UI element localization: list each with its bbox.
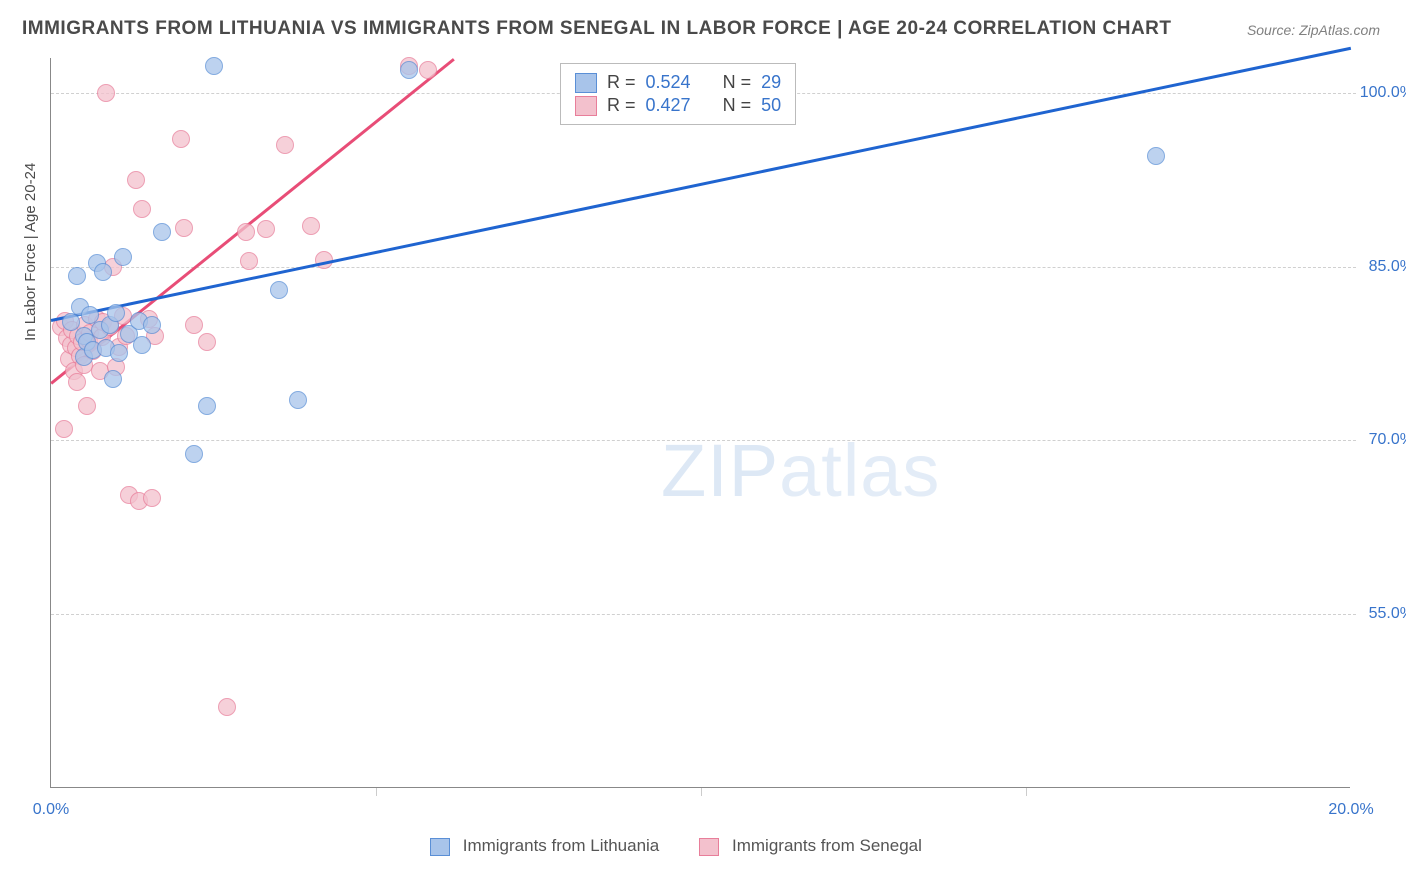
x-tick: [701, 788, 702, 796]
gridline-horizontal: [51, 440, 1356, 441]
scatter-point: [143, 316, 161, 334]
scatter-point: [400, 61, 418, 79]
scatter-point: [198, 397, 216, 415]
legend-row-lithuania: R = 0.524 N = 29: [575, 72, 781, 93]
legend-label: Immigrants from Senegal: [732, 836, 922, 855]
scatter-point: [270, 281, 288, 299]
scatter-point: [55, 420, 73, 438]
watermark-thin: atlas: [779, 429, 940, 512]
r-label: R =: [607, 95, 636, 116]
scatter-point: [240, 252, 258, 270]
scatter-point: [133, 200, 151, 218]
n-label: N =: [723, 95, 752, 116]
y-tick-label: 70.0%: [1369, 431, 1406, 449]
scatter-point: [185, 445, 203, 463]
scatter-point: [175, 219, 193, 237]
swatch-senegal: [575, 96, 597, 116]
scatter-point: [97, 84, 115, 102]
scatter-point: [104, 370, 122, 388]
gridline-horizontal: [51, 614, 1356, 615]
scatter-point: [237, 223, 255, 241]
n-value: 50: [761, 95, 781, 116]
y-tick-label: 100.0%: [1360, 84, 1406, 102]
r-value: 0.427: [646, 95, 691, 116]
y-tick-label: 85.0%: [1369, 258, 1406, 276]
scatter-point: [172, 130, 190, 148]
legend-label: Immigrants from Lithuania: [463, 836, 660, 855]
series-legend: Immigrants from Lithuania Immigrants fro…: [430, 836, 922, 856]
scatter-point: [114, 248, 132, 266]
x-tick: [1026, 788, 1027, 796]
x-tick-label: 20.0%: [1328, 801, 1373, 819]
scatter-point: [78, 397, 96, 415]
scatter-point: [133, 336, 151, 354]
n-label: N =: [723, 72, 752, 93]
swatch-lithuania: [430, 838, 450, 856]
y-axis-title: In Labor Force | Age 20-24: [22, 163, 39, 341]
scatter-point: [94, 263, 112, 281]
scatter-point: [1147, 147, 1165, 165]
y-tick-label: 55.0%: [1369, 605, 1406, 623]
scatter-plot-area: ZIPatlas 55.0%70.0%85.0%100.0%0.0%20.0%: [50, 58, 1350, 788]
r-label: R =: [607, 72, 636, 93]
legend-row-senegal: R = 0.427 N = 50: [575, 95, 781, 116]
swatch-senegal: [699, 838, 719, 856]
scatter-point: [276, 136, 294, 154]
scatter-point: [289, 391, 307, 409]
watermark-bold: ZIP: [661, 429, 779, 512]
legend-item-senegal: Immigrants from Senegal: [699, 836, 922, 856]
scatter-point: [110, 344, 128, 362]
scatter-point: [302, 217, 320, 235]
n-value: 29: [761, 72, 781, 93]
scatter-point: [127, 171, 145, 189]
scatter-point: [153, 223, 171, 241]
scatter-point: [68, 373, 86, 391]
scatter-point: [205, 57, 223, 75]
source-attribution: Source: ZipAtlas.com: [1247, 22, 1380, 38]
chart-title: IMMIGRANTS FROM LITHUANIA VS IMMIGRANTS …: [22, 18, 1172, 40]
scatter-point: [107, 304, 125, 322]
correlation-legend: R = 0.524 N = 29 R = 0.427 N = 50: [560, 63, 796, 125]
r-value: 0.524: [646, 72, 691, 93]
scatter-point: [218, 698, 236, 716]
scatter-point: [419, 61, 437, 79]
scatter-point: [257, 220, 275, 238]
x-tick: [376, 788, 377, 796]
scatter-point: [68, 267, 86, 285]
scatter-point: [143, 489, 161, 507]
swatch-lithuania: [575, 73, 597, 93]
x-tick-label: 0.0%: [33, 801, 69, 819]
scatter-point: [185, 316, 203, 334]
legend-item-lithuania: Immigrants from Lithuania: [430, 836, 659, 856]
scatter-point: [198, 333, 216, 351]
